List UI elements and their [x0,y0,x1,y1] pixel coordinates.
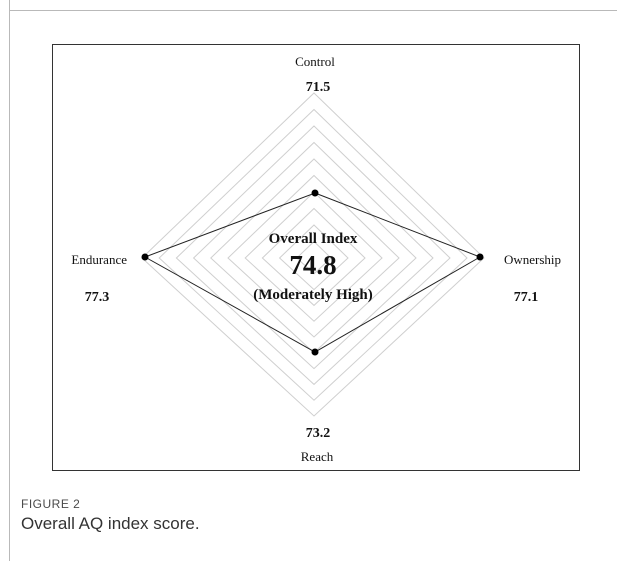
data-point-reach [311,348,319,356]
top-rule [9,10,617,11]
axis-label-reach: Reach [301,449,334,464]
left-rule [9,0,10,561]
data-point-endurance [141,253,149,261]
value-label-control: 71.5 [306,80,331,95]
center-value: 74.8 [289,250,336,280]
figure-label: FIGURE 2 [21,497,81,511]
grid-ring [141,92,485,417]
data-point-control [311,189,319,197]
data-point-ownership [476,253,484,261]
radar-grid [141,92,485,417]
grid-ring [227,174,400,338]
value-label-ownership: 77.1 [514,290,539,305]
center-level: (Moderately High) [253,287,373,303]
axis-label-ownership: Ownership [504,252,561,267]
grid-ring [192,141,434,370]
axis-label-endurance: Endurance [71,252,127,267]
grid-ring [261,207,366,307]
value-label-endurance: 77.3 [85,290,110,305]
figure-frame [52,44,580,471]
grid-ring [158,108,468,401]
radar-points [141,189,484,356]
value-label-reach: 73.2 [306,426,331,441]
axis-label-control: Control [295,54,335,69]
grid-ring [175,125,451,386]
figure-caption: Overall AQ index score. [21,514,200,533]
grid-ring [296,240,332,275]
center-heading: Overall Index [269,231,358,247]
grid-ring [244,191,383,322]
grid-ring [278,224,349,291]
